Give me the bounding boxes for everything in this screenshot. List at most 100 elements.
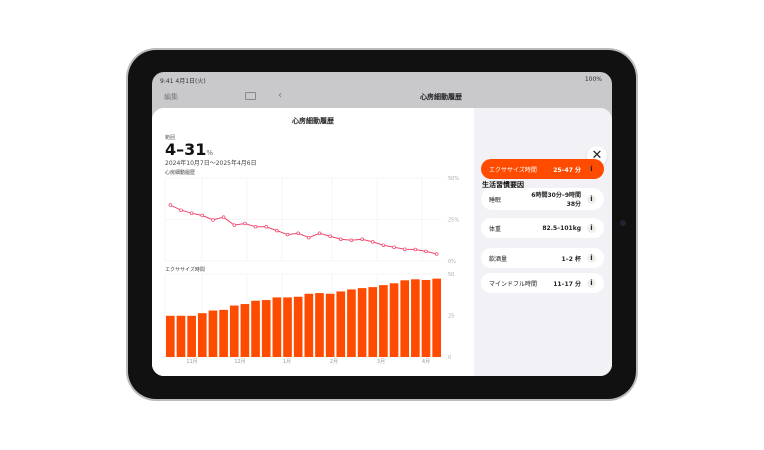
y-tick-label: 50 bbox=[448, 272, 454, 278]
factor-value: 82.5–101kg bbox=[542, 224, 581, 232]
y-tick-label: 25 bbox=[448, 314, 454, 320]
exercise-bar bbox=[432, 278, 441, 357]
nav-bar: 編集 ‹ 心房細動履歴 bbox=[152, 90, 612, 104]
status-bar: 9:41 4月1日(火) 100% bbox=[160, 76, 602, 85]
exercise-bar bbox=[357, 288, 367, 357]
factor-label: マインドフル時間 bbox=[489, 280, 538, 288]
af-line bbox=[170, 204, 437, 255]
x-tick-label: 2月 bbox=[330, 359, 338, 365]
info-icon[interactable]: i bbox=[587, 194, 596, 204]
x-tick-label: 1月 bbox=[283, 359, 291, 365]
chart-panel: 心房細動履歴 範囲 4–31% 2024年10月7日～2025年4月6日 心房細… bbox=[152, 108, 474, 376]
factor-item[interactable]: マインドフル時間 11–17 分 i bbox=[481, 273, 604, 293]
exercise-bar bbox=[293, 296, 303, 357]
info-icon[interactable]: i bbox=[587, 223, 596, 233]
af-point bbox=[211, 218, 215, 222]
exercise-bar bbox=[208, 310, 218, 357]
factor-value: 25–47 分 bbox=[553, 166, 581, 174]
history-sheet: 心房細動履歴 範囲 4–31% 2024年10月7日～2025年4月6日 心房細… bbox=[152, 108, 612, 376]
exercise-bar bbox=[315, 293, 324, 357]
camera bbox=[620, 220, 626, 226]
exercise-bar bbox=[272, 297, 282, 357]
range-number: 4–31 bbox=[165, 140, 207, 159]
af-point bbox=[317, 231, 322, 236]
exercise-bar bbox=[229, 305, 239, 357]
info-icon[interactable]: i bbox=[587, 278, 596, 288]
af-point bbox=[424, 249, 428, 254]
y-tick-label: 0 bbox=[448, 355, 451, 361]
exercise-bar bbox=[187, 315, 196, 357]
exercise-bar bbox=[421, 279, 431, 357]
status-date: 4月1日(火) bbox=[175, 78, 206, 85]
af-point bbox=[349, 238, 354, 243]
x-tick-label: 11月 bbox=[186, 359, 197, 365]
exercise-bar bbox=[283, 297, 292, 357]
screen: 9:41 4月1日(火) 100% 編集 ‹ 心房細動履歴 心房細動履歴 範囲 … bbox=[152, 72, 612, 376]
exercise-bar bbox=[336, 291, 346, 357]
chart-title: 心房細動履歴 bbox=[165, 169, 195, 176]
date-range: 2024年10月7日～2025年4月6日 bbox=[165, 160, 257, 167]
af-point bbox=[328, 234, 332, 239]
af-point bbox=[371, 240, 375, 244]
factor-label: 睡眠 bbox=[489, 196, 502, 204]
info-icon[interactable]: i bbox=[590, 164, 593, 173]
exercise-bar bbox=[251, 300, 260, 357]
factor-label: 飲酒量 bbox=[489, 255, 508, 263]
nav-title: 心房細動履歴 bbox=[420, 93, 462, 101]
exercise-bar bbox=[240, 304, 250, 357]
factor-value: 1–2 杯 bbox=[561, 255, 581, 263]
exercise-bar bbox=[166, 315, 175, 357]
af-point bbox=[264, 225, 268, 229]
range-value: 4–31% bbox=[165, 140, 213, 159]
af-point bbox=[285, 232, 290, 237]
af-point bbox=[168, 203, 173, 207]
af-point bbox=[392, 245, 396, 249]
x-tick-label: 12月 bbox=[234, 359, 245, 365]
af-point bbox=[243, 221, 247, 226]
exercise-bar bbox=[261, 300, 271, 357]
exercise-bar bbox=[197, 313, 207, 357]
af-point bbox=[232, 223, 236, 227]
back-chevron-icon[interactable]: ‹ bbox=[278, 90, 282, 101]
exercise-bar bbox=[347, 289, 356, 357]
exercise-bar bbox=[389, 283, 399, 357]
exercise-bar bbox=[176, 315, 186, 357]
af-point bbox=[339, 237, 343, 242]
chart-title: エクササイズ時間 bbox=[165, 266, 205, 273]
factor-value: 6時間30分–9時間 38分 bbox=[531, 192, 581, 208]
factor-item[interactable]: 体重 82.5–101kg i bbox=[481, 218, 604, 238]
factor-item[interactable]: 飲酒量 1–2 杯 i bbox=[481, 248, 604, 268]
af-point bbox=[381, 243, 386, 247]
charts[interactable]: 心房細動履歴 50% 25% 0% エクササイズ時間 50 25 0 11月 12月 1月 2月 3月 4… bbox=[152, 108, 474, 376]
sheet-title: 心房細動履歴 bbox=[292, 117, 334, 125]
af-point bbox=[307, 235, 311, 240]
edit-button[interactable]: 編集 bbox=[164, 93, 178, 101]
factor-label: エクササイズ時間 bbox=[489, 166, 537, 174]
af-point bbox=[434, 252, 439, 256]
sidebar-icon[interactable] bbox=[245, 92, 256, 100]
range-unit: % bbox=[206, 149, 214, 157]
af-point bbox=[275, 228, 279, 233]
factor-item[interactable]: 睡眠 6時間30分–9時間 38分 i bbox=[481, 188, 604, 210]
af-point bbox=[253, 225, 258, 229]
af-point bbox=[413, 247, 418, 252]
exercise-bar bbox=[219, 309, 228, 357]
exercise-bar bbox=[411, 279, 420, 357]
exercise-bar bbox=[368, 287, 378, 357]
af-point bbox=[360, 237, 364, 242]
af-point bbox=[402, 247, 407, 251]
exercise-bar bbox=[304, 293, 314, 357]
af-point bbox=[296, 231, 300, 236]
af-point bbox=[179, 208, 183, 212]
exercise-bar bbox=[325, 293, 335, 357]
info-icon[interactable]: i bbox=[587, 253, 596, 263]
factor-label: 体重 bbox=[489, 225, 502, 233]
x-tick-label: 4月 bbox=[422, 359, 430, 365]
y-tick-label: 0% bbox=[448, 259, 456, 265]
battery-indicator: 100% bbox=[584, 76, 602, 83]
y-tick-label: 25% bbox=[448, 218, 459, 224]
factor-item[interactable]: エクササイズ時間 25–47 分 i bbox=[481, 159, 604, 179]
af-point bbox=[200, 213, 205, 218]
af-point bbox=[221, 215, 226, 219]
y-tick-label: 50% bbox=[448, 176, 459, 182]
